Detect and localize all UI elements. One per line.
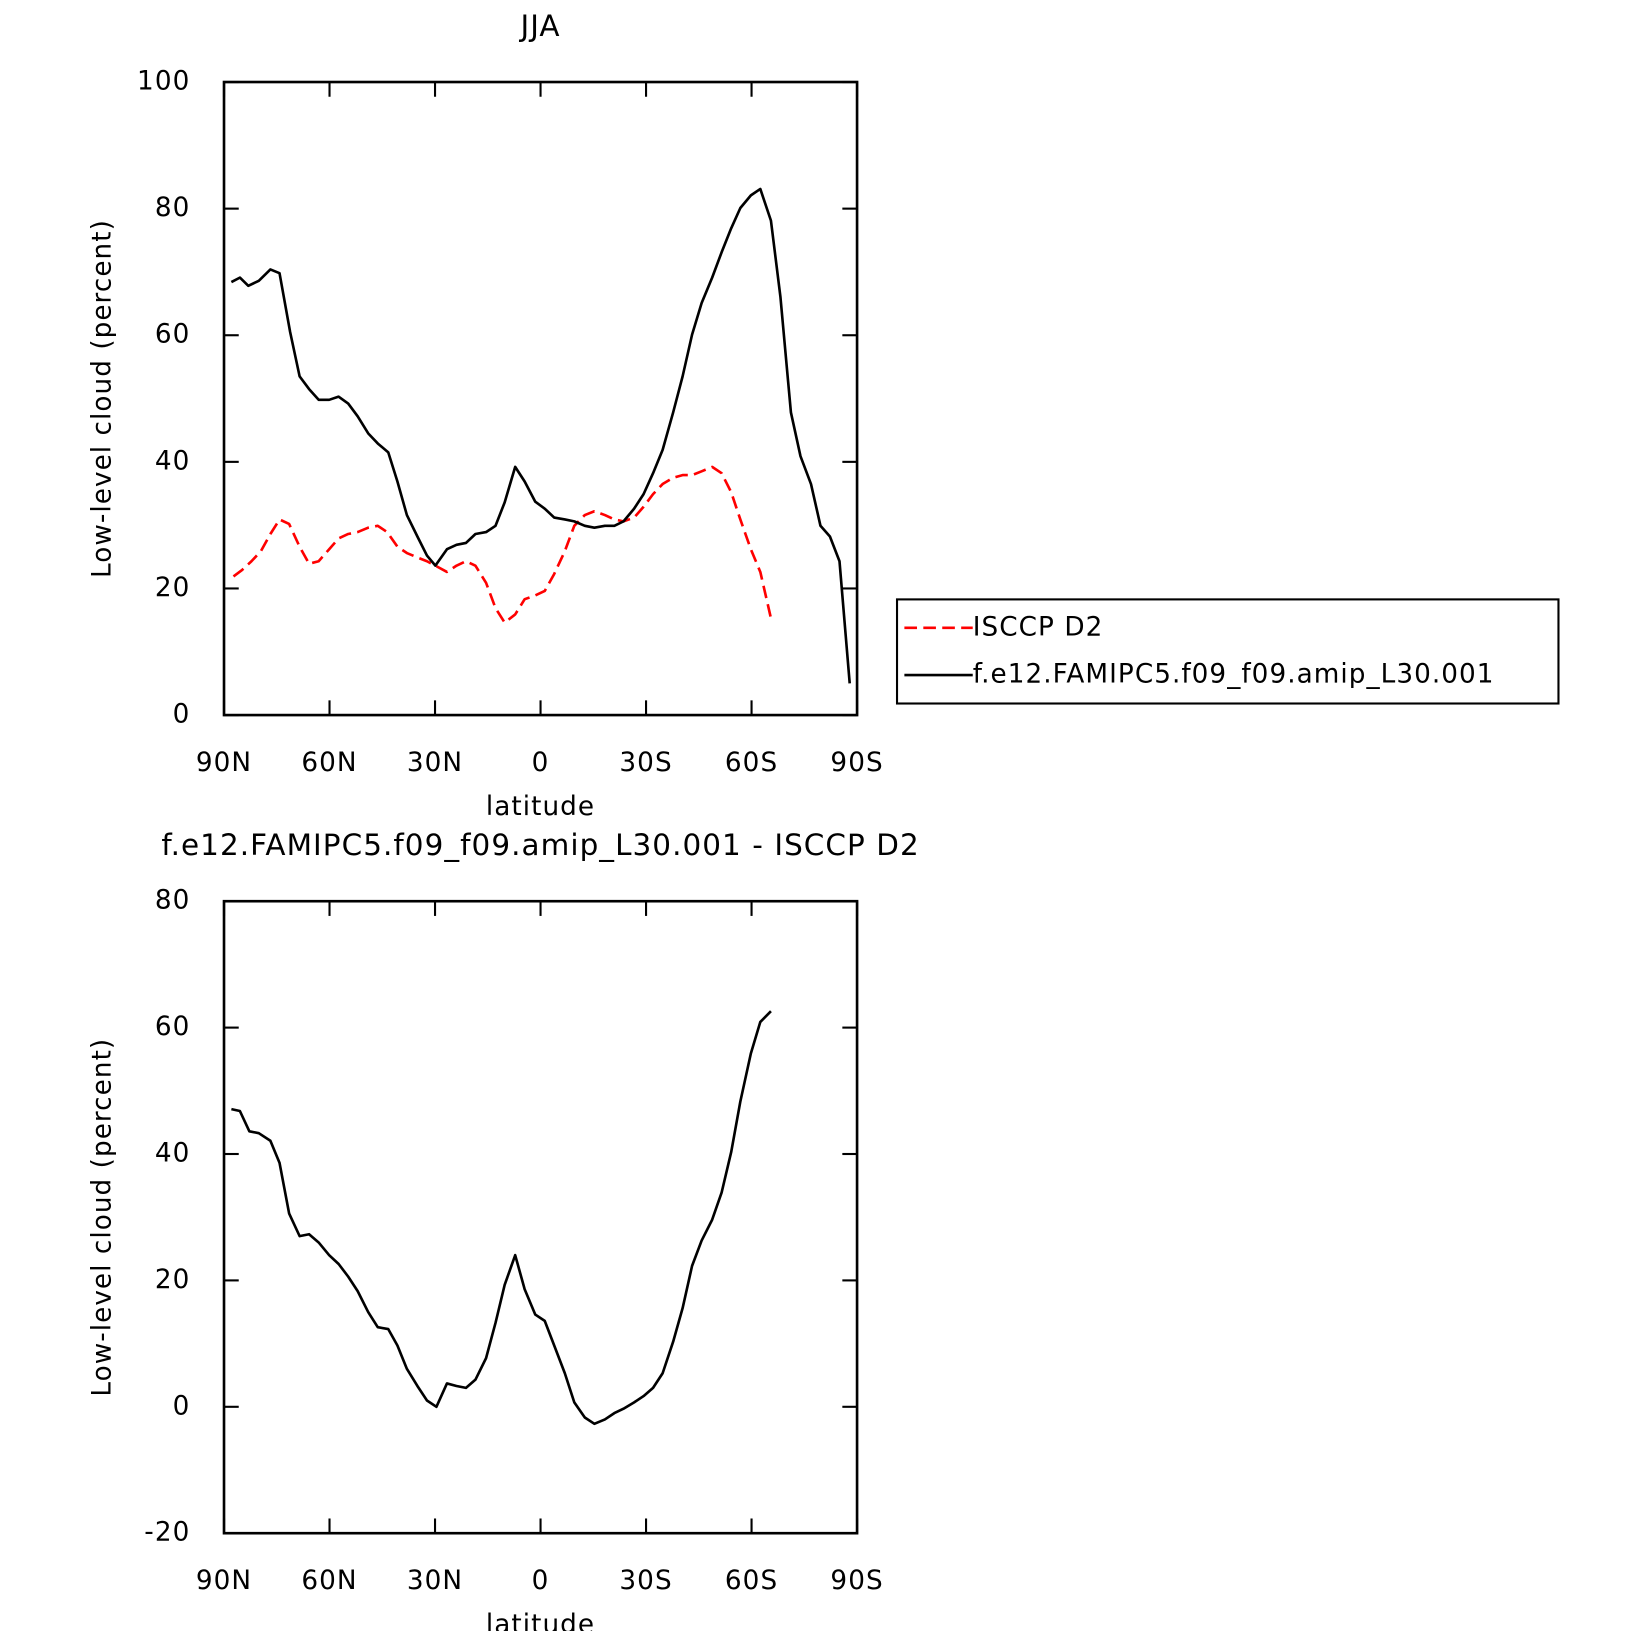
y-tick-label: 60	[155, 320, 191, 350]
y-tick-label: 40	[155, 1139, 191, 1169]
y-tick-label: 40	[155, 446, 191, 476]
x-axis-label: latitude	[486, 792, 595, 822]
x-axis-label: latitude	[486, 1610, 595, 1631]
y-tick-label: 80	[155, 886, 191, 916]
y-tick-label: 20	[155, 573, 191, 603]
y-tick-label: 0	[173, 700, 191, 730]
x-tick-label: 0	[532, 1566, 550, 1596]
legend-box	[895, 598, 1560, 705]
series-line	[230, 187, 852, 684]
y-tick-label: 80	[155, 193, 191, 223]
x-tick-label: 30N	[407, 748, 463, 778]
x-tick-label: 60N	[301, 1566, 357, 1596]
chart-title: JJA	[518, 9, 560, 43]
plot-frame	[222, 80, 859, 717]
legend-label: ISCCP D2	[973, 612, 1104, 642]
y-tick-label: 20	[155, 1265, 191, 1295]
y-tick-label: 100	[137, 67, 190, 97]
chart-title: f.e12.FAMIPC5.f09_f09.amip_L30.001 - ISC…	[161, 828, 919, 862]
x-tick-label: 60S	[725, 1566, 778, 1596]
y-axis-label: Low-level cloud (percent)	[88, 219, 118, 578]
x-tick-label: 0	[532, 748, 550, 778]
x-tick-label: 30N	[407, 1566, 463, 1596]
y-tick-label: 60	[155, 1012, 191, 1042]
x-tick-label: 90S	[830, 1566, 883, 1596]
y-tick-label: 0	[173, 1391, 191, 1421]
series-line	[231, 1010, 772, 1426]
x-tick-label: 90N	[196, 1566, 252, 1596]
x-tick-label: 30S	[619, 1566, 672, 1596]
y-axis-label: Low-level cloud (percent)	[88, 1038, 118, 1397]
x-tick-label: 30S	[619, 748, 672, 778]
x-tick-label: 60N	[301, 748, 357, 778]
series-line	[232, 465, 773, 624]
x-tick-label: 60S	[725, 748, 778, 778]
y-tick-label: -20	[144, 1518, 190, 1548]
x-tick-label: 90N	[196, 748, 252, 778]
plot-frame	[222, 899, 859, 1535]
x-tick-label: 90S	[830, 748, 883, 778]
legend-label: f.e12.FAMIPC5.f09_f09.amip_L30.001	[973, 660, 1495, 690]
